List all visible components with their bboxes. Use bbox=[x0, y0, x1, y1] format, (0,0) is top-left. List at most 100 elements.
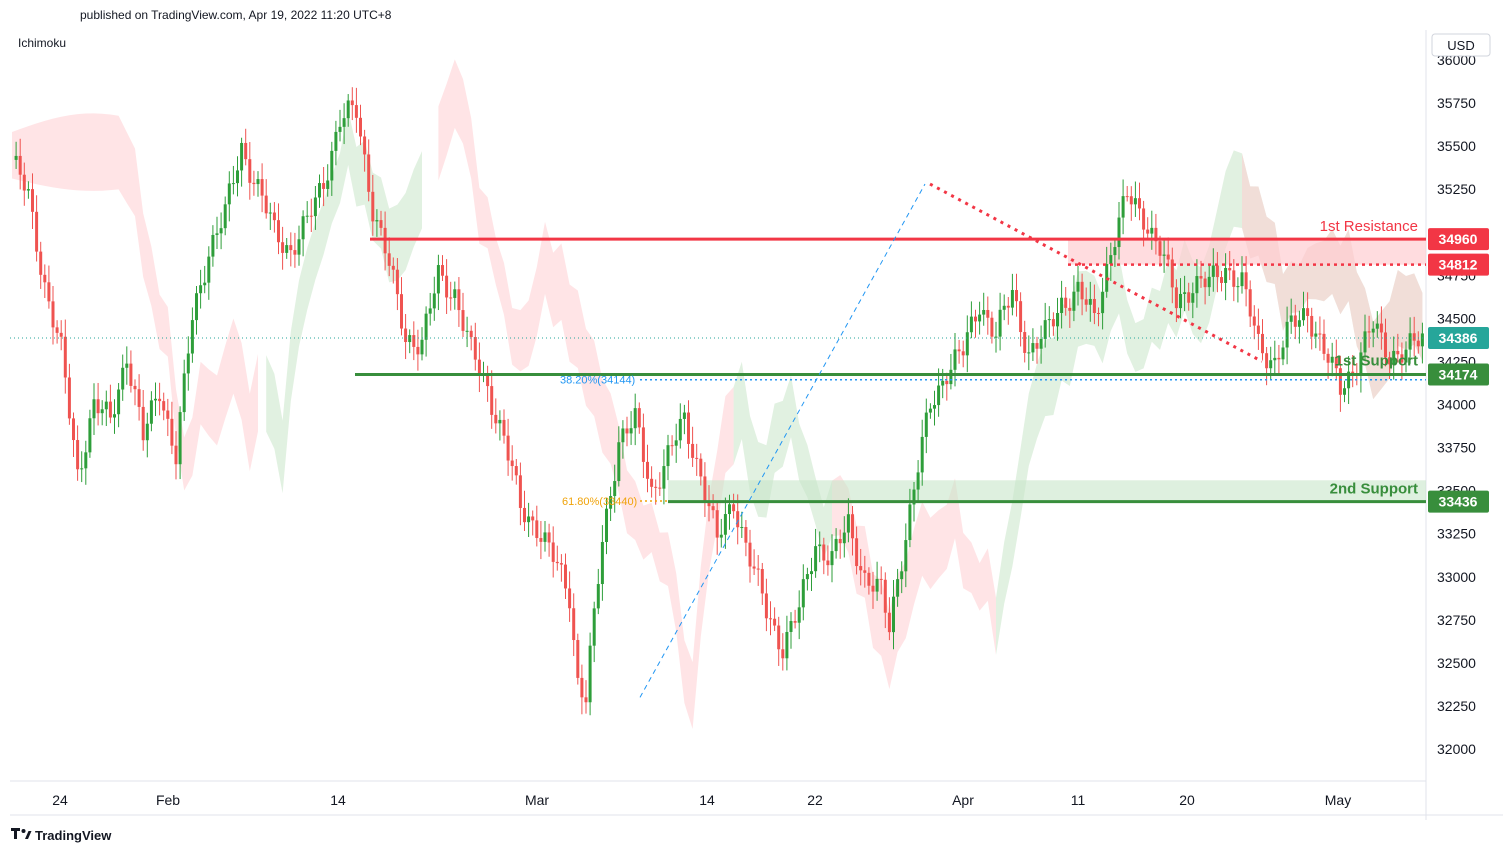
candle-body bbox=[43, 274, 47, 283]
fib-trend-line bbox=[639, 183, 926, 698]
candle-body bbox=[871, 585, 875, 592]
candle-body bbox=[1261, 333, 1264, 354]
support2-label: 2nd Support bbox=[1330, 481, 1418, 498]
candle-body bbox=[1125, 196, 1129, 198]
candle-body bbox=[1138, 198, 1141, 209]
candle-body bbox=[879, 578, 883, 580]
candle-body bbox=[318, 183, 321, 198]
candle-body bbox=[76, 440, 80, 470]
candle-body bbox=[650, 478, 654, 487]
candle-body bbox=[301, 216, 305, 240]
currency-box[interactable] bbox=[1431, 33, 1491, 57]
candle-body bbox=[1326, 353, 1330, 363]
candle-body bbox=[953, 349, 957, 370]
candle-body bbox=[728, 504, 731, 515]
candle-body bbox=[846, 514, 850, 533]
candle-body bbox=[867, 572, 871, 586]
candle-body bbox=[1027, 352, 1031, 354]
candle-body bbox=[1265, 353, 1269, 369]
footer-brand: TradingView bbox=[35, 828, 112, 843]
candle-body bbox=[326, 180, 330, 189]
candle-body bbox=[285, 245, 289, 253]
candle-body bbox=[162, 401, 166, 411]
candle-body bbox=[1006, 305, 1010, 308]
candle-body bbox=[346, 100, 350, 119]
x-tick-label: May bbox=[1325, 792, 1351, 808]
candle-body bbox=[572, 608, 576, 641]
candle-body bbox=[892, 596, 895, 633]
candle-body bbox=[412, 335, 416, 347]
fib-61-label: 61.80%(33440) bbox=[562, 496, 637, 508]
candle-body bbox=[1392, 350, 1396, 365]
price-axis[interactable]: 3600035750355003525034750345003425034000… bbox=[1437, 52, 1476, 757]
candle-body bbox=[1113, 247, 1117, 256]
resistance2-tag: 34812 bbox=[1439, 257, 1478, 273]
candle-body bbox=[691, 443, 695, 458]
candle-body bbox=[1371, 328, 1375, 333]
candle-body bbox=[1170, 259, 1174, 288]
candle-body bbox=[51, 301, 55, 328]
time-axis[interactable]: 24 Feb 14 Mar 14 22 Apr 11 20 May bbox=[52, 792, 1351, 808]
candle-body bbox=[264, 195, 268, 214]
y-tick-label: 32000 bbox=[1437, 741, 1476, 757]
last_price-tag-bg bbox=[1428, 327, 1489, 350]
y-tick-label: 35750 bbox=[1437, 95, 1476, 111]
candle-body bbox=[432, 293, 436, 309]
support2-tag-bg bbox=[1428, 490, 1489, 513]
candle-body bbox=[14, 155, 18, 160]
candle-body bbox=[826, 560, 830, 566]
candle-body bbox=[863, 570, 867, 573]
candle-body bbox=[875, 578, 879, 592]
candle-body bbox=[1375, 323, 1379, 329]
candle-body bbox=[80, 468, 84, 470]
candle-body bbox=[883, 579, 887, 613]
candle-body bbox=[313, 197, 317, 217]
candle-body bbox=[436, 265, 440, 294]
candle-body bbox=[945, 380, 949, 385]
downtrend-line bbox=[929, 182, 1263, 363]
candle-body bbox=[31, 189, 34, 212]
candle-body bbox=[687, 412, 690, 444]
candle-body bbox=[1043, 320, 1047, 339]
currency-label: USD bbox=[1447, 38, 1474, 53]
candle-body bbox=[268, 212, 272, 214]
candle-body bbox=[1146, 229, 1150, 234]
support2-zone bbox=[668, 480, 1426, 502]
candle-body bbox=[1215, 265, 1219, 278]
candle-body bbox=[654, 486, 658, 488]
candle-body bbox=[539, 538, 543, 542]
candle-body bbox=[158, 398, 162, 402]
candle-body bbox=[1420, 333, 1424, 347]
candle-body bbox=[1416, 340, 1420, 347]
candle-body bbox=[363, 136, 367, 155]
candle-body bbox=[227, 183, 231, 205]
candle-body bbox=[723, 514, 727, 535]
candle-body bbox=[1031, 343, 1035, 353]
candle-body bbox=[1047, 319, 1051, 321]
candle-body bbox=[920, 436, 924, 473]
candle-body bbox=[121, 367, 125, 390]
candle-body bbox=[559, 563, 563, 565]
candle-body bbox=[1404, 349, 1408, 363]
candle-body bbox=[978, 314, 982, 322]
candle-body bbox=[473, 337, 477, 360]
cloud-red bbox=[832, 475, 996, 690]
candle-body bbox=[367, 154, 371, 192]
candle-body bbox=[252, 182, 256, 185]
resistance-zone bbox=[1068, 239, 1426, 265]
y-tick-label: 32750 bbox=[1437, 612, 1476, 628]
candle-body bbox=[1150, 227, 1154, 234]
candle-body bbox=[732, 504, 736, 512]
candle-body bbox=[449, 297, 453, 299]
candle-body bbox=[974, 316, 977, 322]
cloud-red bbox=[438, 59, 734, 729]
candle-body bbox=[1412, 333, 1416, 341]
candle-body bbox=[740, 527, 744, 529]
candle-body bbox=[219, 228, 223, 234]
candle-body bbox=[178, 412, 182, 465]
candle-body bbox=[338, 126, 342, 132]
candle-body bbox=[658, 487, 662, 489]
candle-body bbox=[289, 245, 293, 251]
candle-body bbox=[814, 546, 818, 572]
